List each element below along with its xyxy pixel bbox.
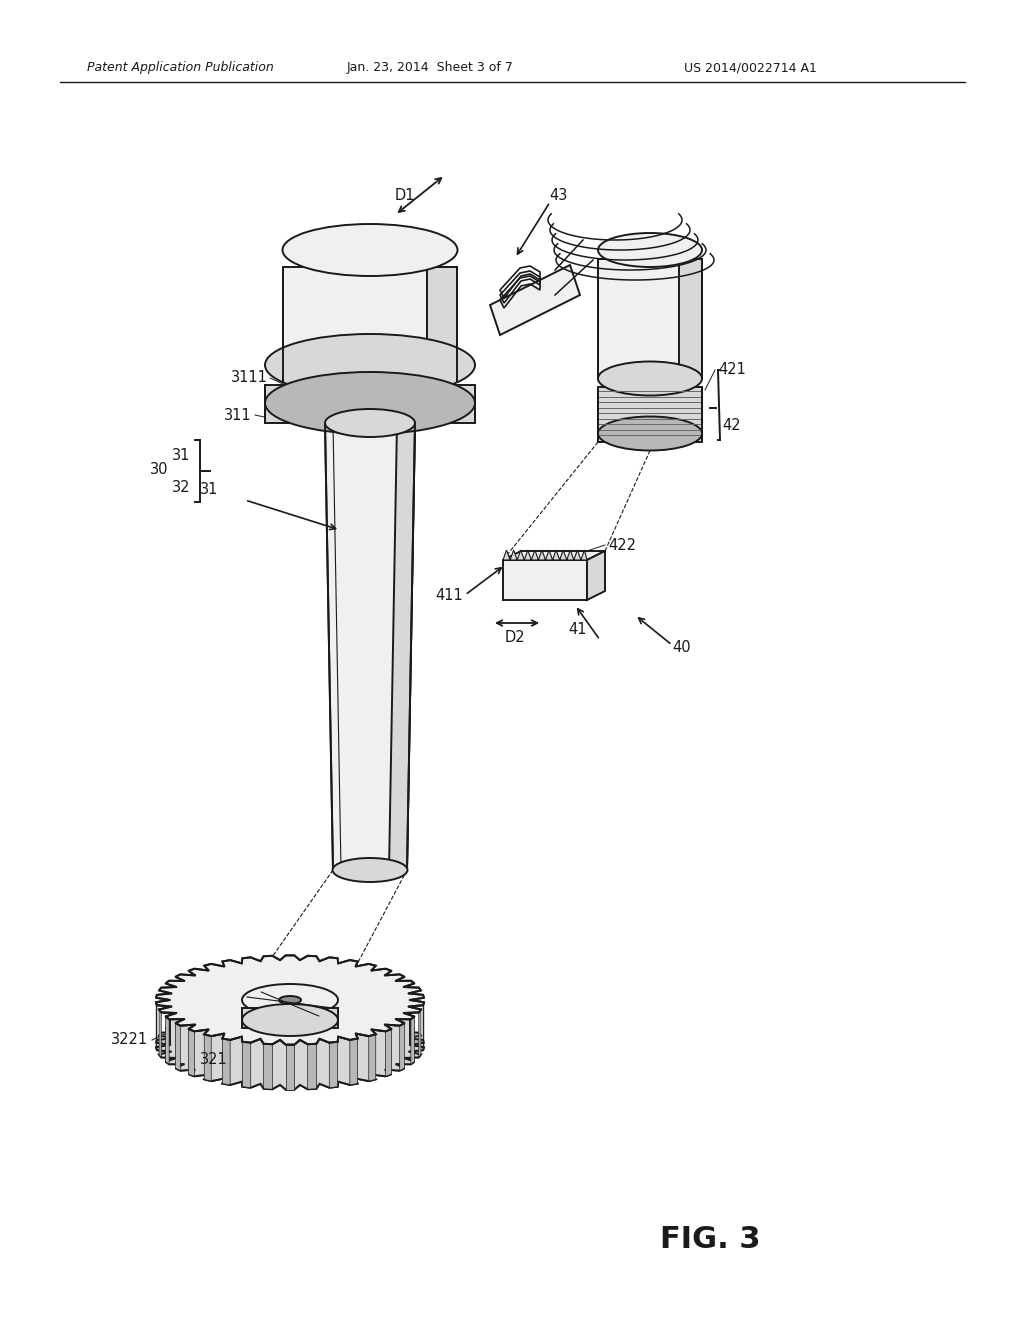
Text: FIG. 3: FIG. 3 (659, 1225, 760, 1254)
Ellipse shape (242, 983, 338, 1016)
Text: Patent Application Publication: Patent Application Publication (87, 62, 273, 74)
Polygon shape (222, 1039, 230, 1085)
Polygon shape (587, 550, 605, 601)
Polygon shape (419, 1010, 421, 1057)
Polygon shape (175, 1023, 180, 1071)
Polygon shape (679, 259, 702, 379)
Polygon shape (265, 385, 475, 422)
Text: 42: 42 (722, 417, 740, 433)
Polygon shape (369, 1035, 376, 1081)
Ellipse shape (598, 417, 702, 450)
Polygon shape (188, 1030, 195, 1076)
Polygon shape (243, 1041, 251, 1088)
Polygon shape (157, 1001, 424, 1089)
Text: 41: 41 (568, 623, 587, 638)
Text: Jan. 23, 2014  Sheet 3 of 7: Jan. 23, 2014 Sheet 3 of 7 (346, 62, 513, 74)
Text: 322: 322 (391, 998, 419, 1012)
Polygon shape (411, 1016, 415, 1064)
Polygon shape (204, 1035, 211, 1081)
Text: 311: 311 (224, 408, 252, 422)
Polygon shape (242, 1008, 338, 1028)
Ellipse shape (283, 224, 458, 276)
Polygon shape (157, 956, 424, 1044)
Text: 312: 312 (296, 251, 324, 265)
Ellipse shape (333, 858, 408, 882)
Ellipse shape (265, 334, 475, 396)
Text: 32: 32 (171, 480, 190, 495)
Polygon shape (325, 422, 415, 870)
Polygon shape (385, 1030, 391, 1076)
Text: 321: 321 (201, 1052, 228, 1068)
Text: 411: 411 (435, 587, 463, 602)
Ellipse shape (283, 339, 458, 391)
Text: 31: 31 (200, 483, 218, 498)
Text: 30: 30 (150, 462, 168, 478)
Polygon shape (598, 259, 702, 379)
Polygon shape (263, 1044, 272, 1089)
Polygon shape (350, 1039, 357, 1085)
Text: D1: D1 (394, 189, 416, 203)
Ellipse shape (242, 1005, 338, 1036)
Polygon shape (503, 550, 587, 560)
Polygon shape (286, 1044, 295, 1089)
Polygon shape (598, 387, 702, 442)
Text: 422: 422 (608, 537, 636, 553)
Polygon shape (159, 1010, 161, 1057)
Text: 43: 43 (549, 187, 567, 202)
Polygon shape (503, 560, 587, 601)
Polygon shape (307, 1044, 316, 1089)
Ellipse shape (598, 234, 702, 267)
Ellipse shape (265, 372, 475, 434)
Text: D2: D2 (505, 631, 525, 645)
Polygon shape (166, 1016, 169, 1064)
Polygon shape (427, 267, 457, 381)
Polygon shape (283, 267, 457, 381)
Ellipse shape (598, 362, 702, 396)
Text: 3111: 3111 (231, 371, 268, 385)
Ellipse shape (325, 409, 415, 437)
Polygon shape (157, 1001, 424, 1089)
Polygon shape (330, 1041, 338, 1088)
Text: 3221: 3221 (111, 1032, 148, 1048)
Text: 40: 40 (672, 640, 690, 656)
Polygon shape (399, 1023, 404, 1071)
Polygon shape (503, 550, 605, 560)
Text: 31: 31 (172, 447, 190, 462)
Polygon shape (389, 422, 415, 870)
Text: US 2014/0022714 A1: US 2014/0022714 A1 (684, 62, 816, 74)
Text: 421: 421 (718, 363, 745, 378)
Polygon shape (490, 265, 580, 335)
Ellipse shape (279, 997, 301, 1005)
